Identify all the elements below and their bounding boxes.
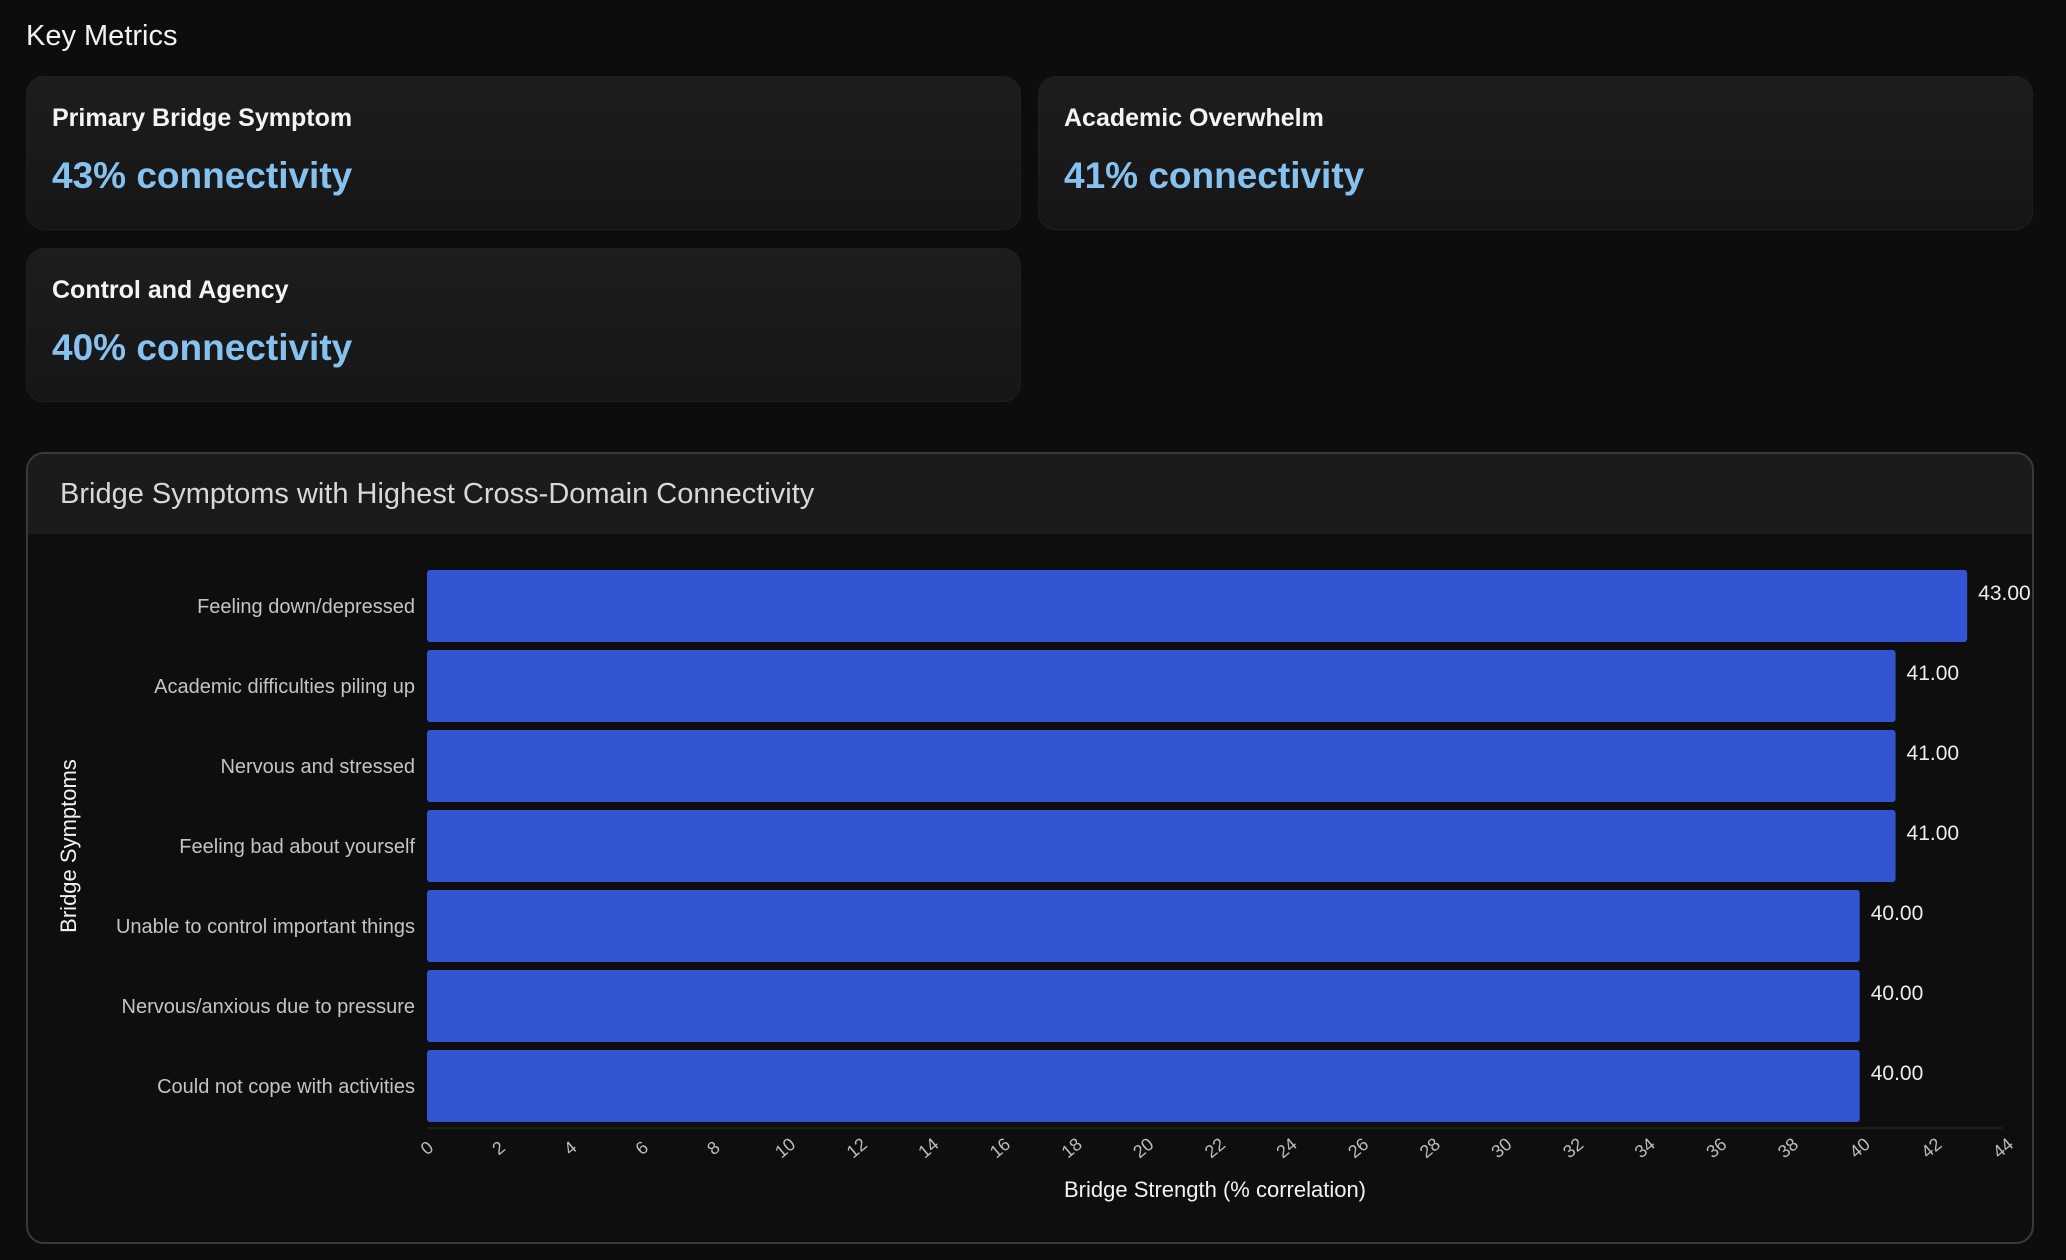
value-label: 40.00 (1871, 1062, 1924, 1085)
bar-1 (427, 650, 1896, 722)
bar-6 (427, 1050, 1860, 1122)
x-tick-label: 2 (488, 1137, 509, 1159)
metric-card-control-agency: Control and Agency 40% connectivity (26, 248, 1021, 402)
value-label: 40.00 (1871, 982, 1924, 1005)
x-tick-label: 16 (986, 1134, 1014, 1162)
x-tick-label: 44 (1989, 1134, 2017, 1162)
x-tick-label: 4 (560, 1137, 581, 1159)
category-label: Academic difficulties piling up (154, 676, 415, 698)
x-tick-label: 24 (1273, 1134, 1301, 1162)
category-label: Feeling down/depressed (197, 596, 415, 618)
value-label: 41.00 (1907, 822, 1960, 845)
x-tick-label: 6 (632, 1137, 653, 1159)
value-label: 41.00 (1907, 742, 1960, 765)
metric-card-primary-bridge: Primary Bridge Symptom 43% connectivity (26, 76, 1021, 230)
category-label: Nervous and stressed (220, 756, 415, 778)
x-tick-label: 20 (1129, 1134, 1157, 1162)
x-tick-label: 0 (417, 1137, 438, 1159)
category-label: Unable to control important things (116, 916, 415, 938)
bar-2 (427, 730, 1896, 802)
bar-5 (427, 970, 1860, 1042)
x-tick-label: 30 (1487, 1134, 1515, 1162)
metric-label: Academic Overwhelm (1064, 104, 1324, 132)
x-tick-label: 18 (1058, 1134, 1086, 1162)
metric-value: 43% connectivity (52, 155, 353, 196)
x-tick-label: 42 (1917, 1134, 1945, 1162)
x-tick-label: 14 (914, 1134, 942, 1162)
metric-value: 41% connectivity (1064, 155, 1365, 196)
x-axis-title: Bridge Strength (% correlation) (1064, 1177, 1366, 1202)
value-label: 40.00 (1871, 902, 1924, 925)
y-axis-title: Bridge Symptoms (56, 759, 81, 933)
bar-4 (427, 890, 1860, 962)
metric-value: 40% connectivity (52, 327, 353, 368)
x-tick-label: 32 (1559, 1134, 1587, 1162)
bar-0 (427, 570, 1968, 642)
x-tick-label: 28 (1416, 1134, 1444, 1162)
chart-panel: Bridge Symptoms with Highest Cross-Domai… (26, 452, 2034, 1244)
x-tick-label: 40 (1846, 1134, 1874, 1162)
x-tick-label: 10 (771, 1134, 799, 1162)
bar-3 (427, 810, 1896, 882)
metric-card-academic-overwhelm: Academic Overwhelm 41% connectivity (1038, 76, 2033, 230)
section-title: Key Metrics (26, 20, 178, 52)
category-label: Feeling bad about yourself (179, 836, 415, 858)
metric-label: Primary Bridge Symptom (52, 104, 353, 132)
x-tick-label: 26 (1344, 1134, 1372, 1162)
value-label: 43.00 (1978, 582, 2031, 605)
x-tick-label: 12 (843, 1134, 871, 1162)
value-label: 41.00 (1907, 662, 1960, 685)
category-label: Could not cope with activities (157, 1076, 415, 1098)
bar-chart: Feeling down/depressed 43.00 Academic diff… (56, 570, 2031, 1202)
category-label: Nervous/anxious due to pressure (122, 996, 416, 1018)
metric-label: Control and Agency (52, 276, 289, 304)
x-tick-label: 38 (1774, 1134, 1802, 1162)
x-tick-label: 34 (1631, 1134, 1659, 1162)
x-tick-label: 36 (1702, 1134, 1730, 1162)
x-tick-label: 8 (703, 1137, 724, 1159)
x-tick-label: 22 (1201, 1134, 1229, 1162)
chart-title: Bridge Symptoms with Highest Cross-Domai… (60, 478, 815, 510)
chart-header: Bridge Symptoms with Highest Cross-Domai… (28, 454, 2032, 534)
